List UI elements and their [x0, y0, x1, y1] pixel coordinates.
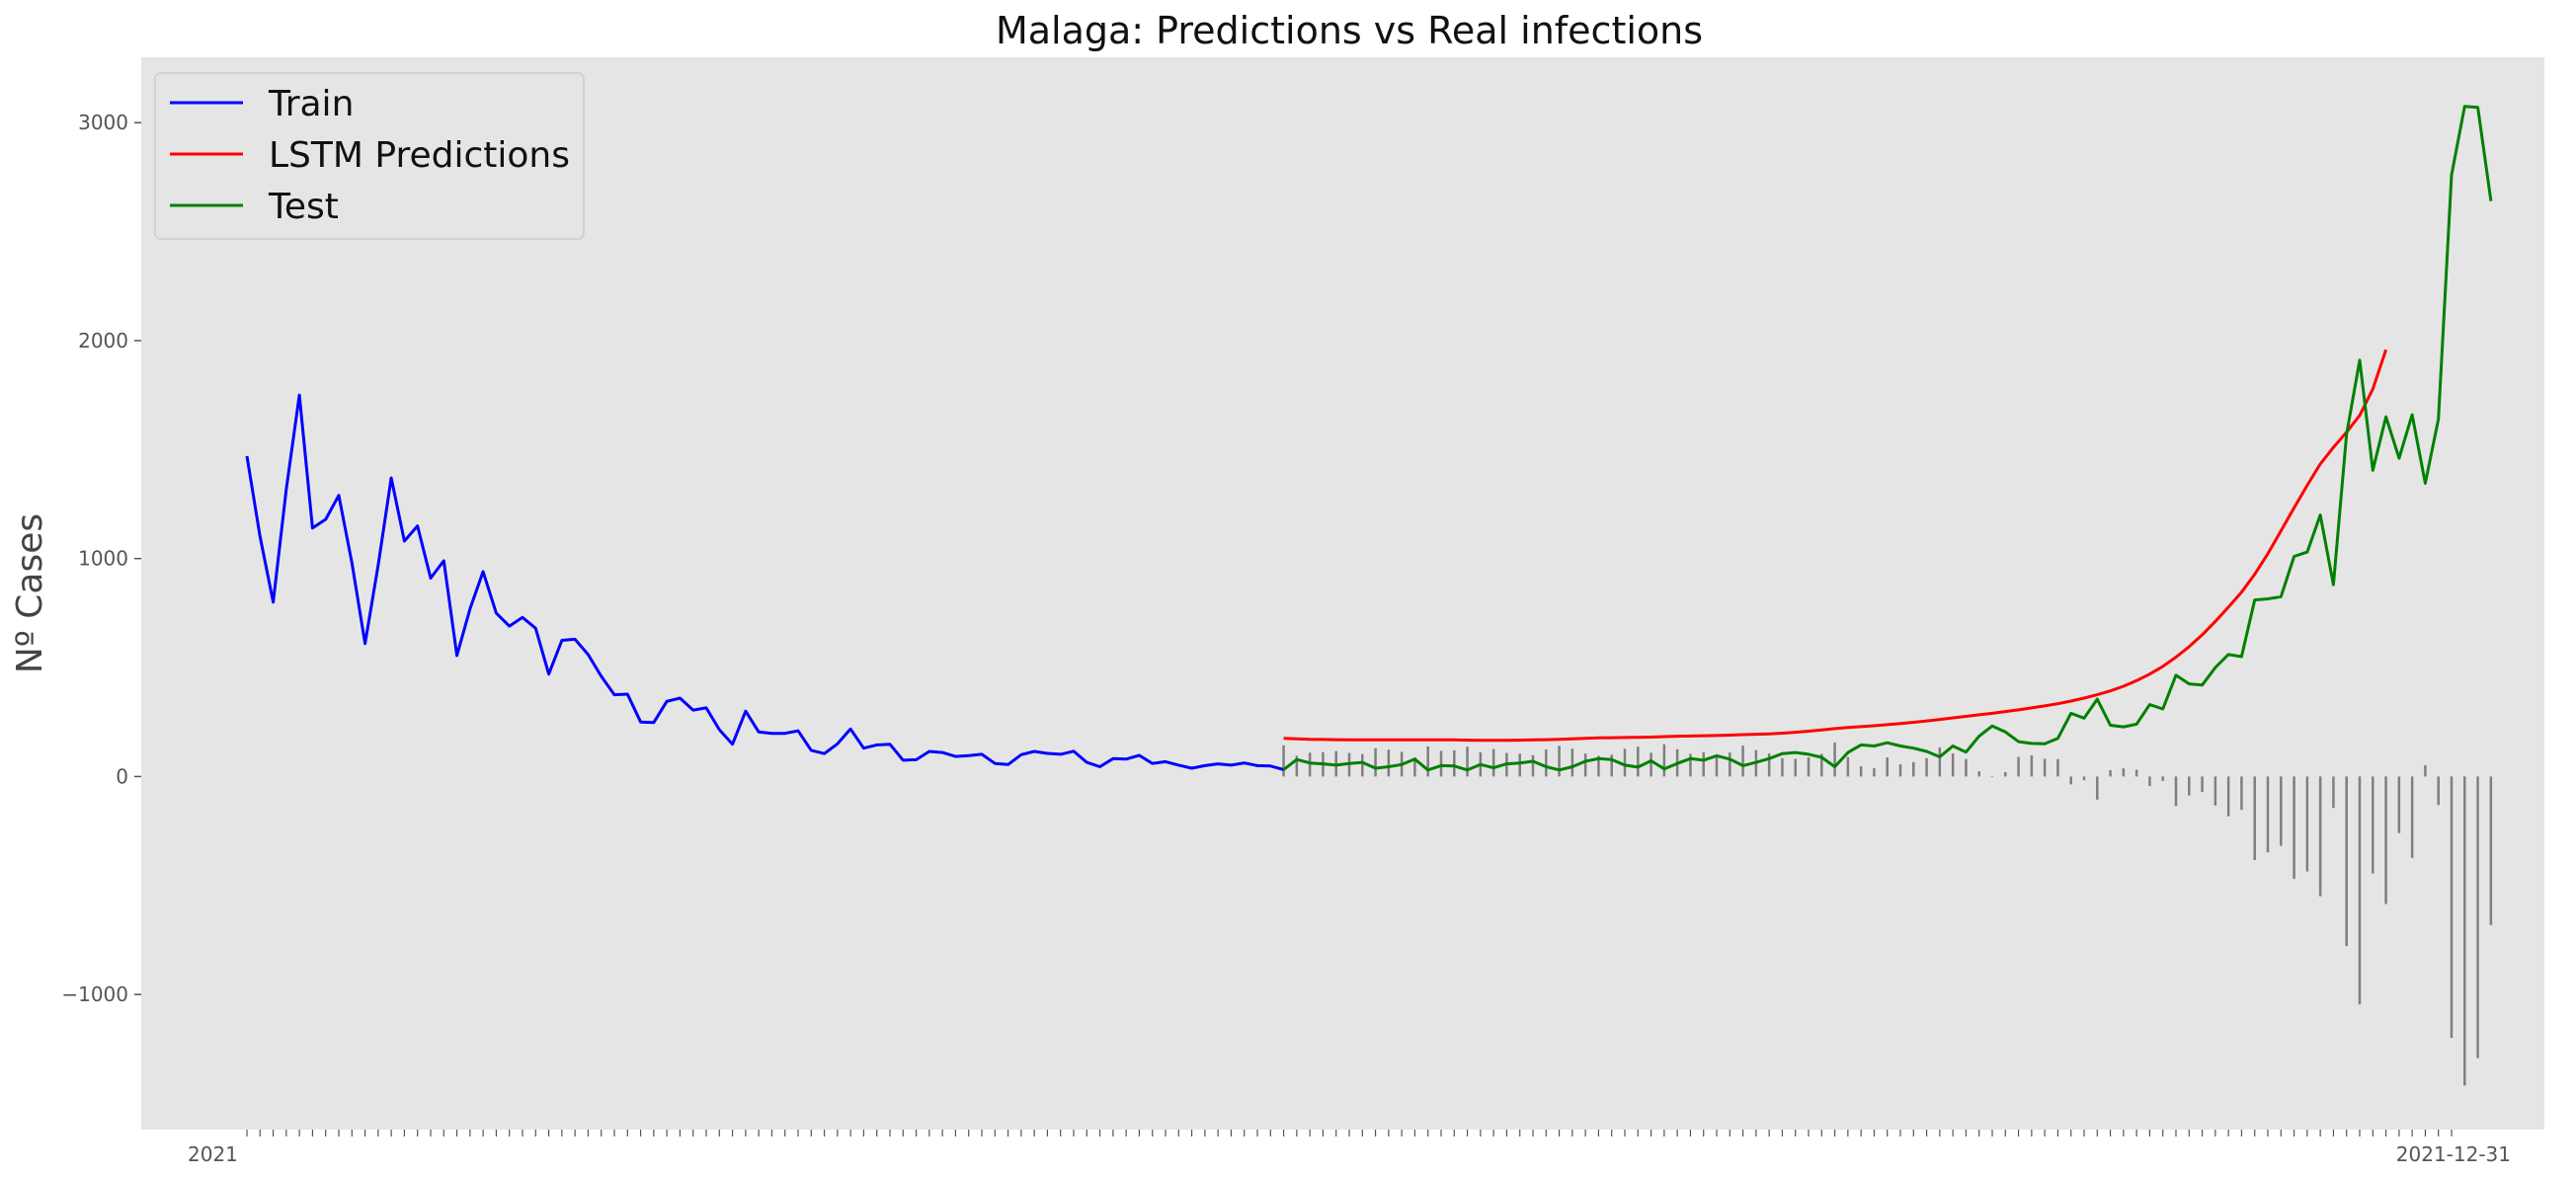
series-line-train [245, 393, 1284, 771]
legend-label-train: Train [268, 84, 354, 124]
legend-box [154, 72, 585, 240]
y-tick-label: 1000 [78, 547, 128, 571]
x-axis: 2021 2021-12-31 [188, 1130, 2511, 1166]
chart-title: Malaga: Predictions vs Real infections [996, 9, 1703, 52]
y-tick-label: 2000 [78, 329, 128, 353]
series-line-lstm-predictions [1283, 349, 2388, 743]
y-tick-label: 0 [116, 764, 128, 788]
y-tick-label: 3000 [78, 111, 128, 134]
x-tick-label-first: 2021 [188, 1142, 238, 1166]
y-axis: −1000 0 1000 2000 3000 [61, 111, 141, 1006]
y-axis-label: Nº Cases [10, 513, 50, 673]
y-tick-label: −1000 [61, 982, 128, 1006]
x-tick-label-last: 2021-12-31 [2396, 1142, 2511, 1166]
series-lines-group [245, 105, 2493, 772]
legend-label-test: Test [268, 187, 339, 227]
series-line-test [1282, 105, 2493, 772]
legend-label-lstm-predictions: LSTM Predictions [269, 135, 570, 176]
legend: Train LSTM Predictions Test [154, 72, 585, 240]
